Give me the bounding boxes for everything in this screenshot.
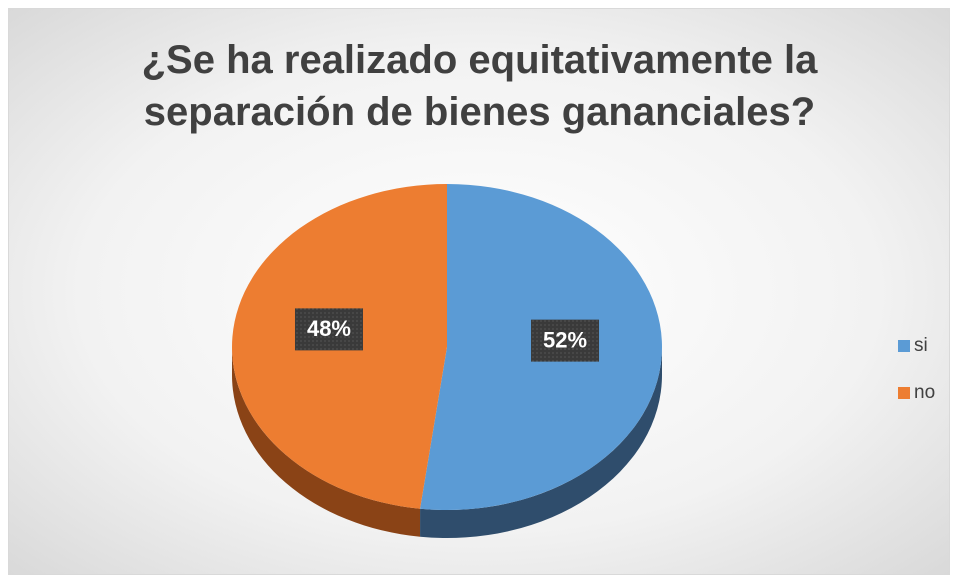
legend-label: no (914, 382, 935, 403)
data-label-box (294, 308, 363, 351)
data-label: 52% (543, 327, 587, 352)
data-label-box (531, 319, 600, 362)
legend-swatch (898, 387, 910, 399)
chart-title: ¿Se ha realizado equitativamente la sepa… (141, 38, 818, 134)
slice-side (232, 347, 421, 537)
legend-swatch (898, 340, 910, 352)
data-label: 48% (307, 316, 351, 341)
title-box: ¿Se ha realizado equitativamente la sepa… (0, 34, 959, 138)
slice-side (420, 347, 662, 539)
legend-label: si (914, 335, 928, 356)
